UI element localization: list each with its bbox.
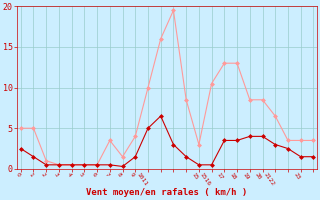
X-axis label: Vent moyen/en rafales ( km/h ): Vent moyen/en rafales ( km/h ): [86, 188, 248, 197]
